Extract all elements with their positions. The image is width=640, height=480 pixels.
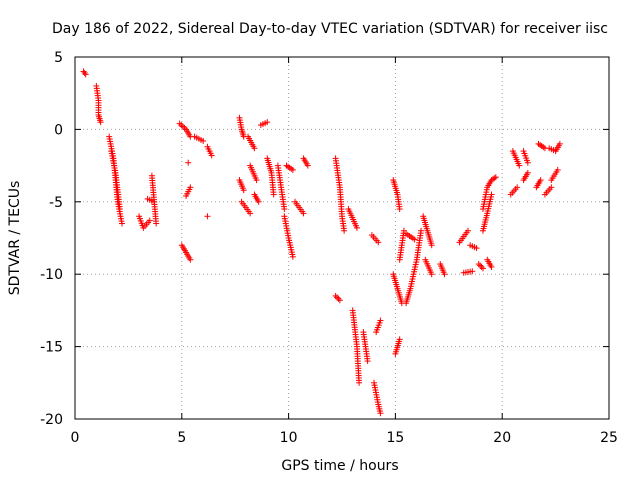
data-point: [153, 220, 160, 227]
x-axis-ticks: 0 5 10 15 20 25: [71, 57, 618, 446]
data-point: [281, 206, 288, 213]
data-point: [81, 69, 88, 76]
data-point: [537, 177, 544, 184]
data-point: [396, 206, 403, 213]
data-point: [335, 295, 342, 302]
data-point: [514, 184, 521, 191]
data-point: [375, 239, 382, 246]
data-point: [204, 213, 211, 220]
data-point: [418, 227, 425, 234]
chart-title: Day 186 of 2022, Sidereal Day-to-day VTE…: [52, 21, 608, 37]
data-point: [264, 119, 271, 126]
data-point: [469, 268, 476, 275]
data-point: [364, 358, 371, 365]
data-point: [118, 220, 125, 227]
x-axis-label: GPS time / hours: [281, 458, 398, 474]
data-point: [116, 206, 123, 213]
data-point: [411, 236, 418, 243]
data-point: [289, 166, 296, 173]
data-point: [441, 271, 448, 278]
data-point: [524, 159, 531, 166]
y-tick-label: -10: [40, 267, 63, 283]
data-point: [428, 242, 435, 249]
x-tick-label: 20: [493, 430, 511, 446]
data-point: [491, 175, 498, 182]
data-points: [80, 68, 563, 417]
x-tick-label: 5: [177, 430, 186, 446]
data-point: [82, 71, 89, 78]
data-point: [336, 297, 343, 304]
data-point: [240, 187, 247, 194]
data-point: [304, 162, 311, 169]
data-point: [524, 169, 531, 176]
y-axis-ticks: 5 0 -5 -10 -15 -20: [40, 50, 609, 428]
y-tick-label: -5: [49, 195, 63, 211]
data-point: [516, 162, 523, 169]
data-point: [332, 292, 339, 299]
data-point: [377, 410, 384, 417]
data-point: [253, 177, 260, 184]
data-point: [488, 263, 495, 270]
data-point: [465, 227, 472, 234]
data-point: [477, 262, 484, 269]
data-point: [492, 174, 499, 181]
data-point: [478, 263, 485, 270]
data-point: [300, 210, 307, 217]
x-tick-label: 10: [280, 430, 298, 446]
data-point: [473, 245, 480, 252]
data-point: [289, 253, 296, 260]
data-point: [255, 198, 262, 205]
x-tick-label: 15: [386, 430, 404, 446]
y-tick-label: 5: [54, 50, 63, 66]
data-point: [146, 217, 153, 224]
data-point: [353, 224, 360, 231]
data-point: [377, 317, 384, 324]
y-tick-label: -15: [40, 340, 63, 356]
x-tick-label: 0: [71, 430, 80, 446]
data-point: [187, 256, 194, 263]
grid-lines: [75, 57, 609, 419]
data-point: [428, 271, 435, 278]
plot-frame: [74, 56, 610, 420]
data-point: [251, 145, 258, 152]
data-point: [270, 191, 277, 198]
data-point: [200, 137, 207, 144]
data-point: [356, 379, 363, 386]
data-point: [185, 159, 192, 166]
data-point: [247, 210, 254, 217]
data-point: [187, 184, 194, 191]
data-point: [97, 119, 104, 126]
y-tick-label: -20: [40, 412, 63, 428]
data-point: [479, 265, 486, 272]
data-point: [554, 166, 561, 173]
data-point: [208, 152, 215, 159]
data-point: [334, 294, 341, 301]
data-point: [475, 261, 482, 268]
data-point: [548, 184, 555, 191]
data-point: [341, 227, 348, 234]
data-point: [556, 140, 563, 147]
y-tick-label: 0: [54, 122, 63, 138]
y-axis-label: SDTVAR / TECUs: [7, 181, 23, 296]
x-tick-label: 25: [600, 430, 618, 446]
data-point: [488, 191, 495, 198]
data-point: [396, 336, 403, 343]
